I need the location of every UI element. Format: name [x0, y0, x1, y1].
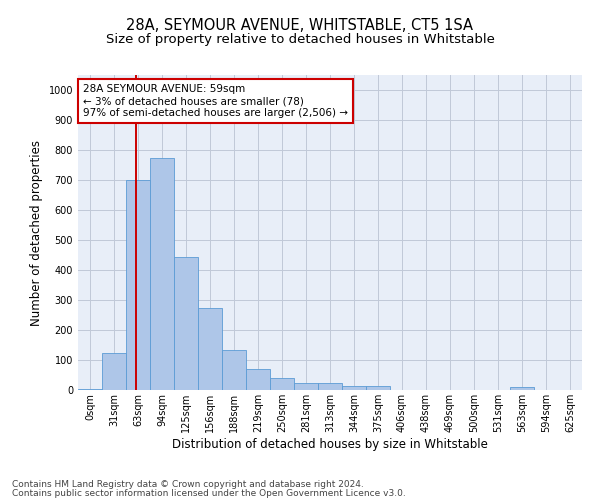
Bar: [222, 350, 246, 390]
X-axis label: Distribution of detached houses by size in Whitstable: Distribution of detached houses by size …: [172, 438, 488, 450]
Bar: [342, 386, 366, 390]
Bar: [78, 388, 102, 390]
Text: Size of property relative to detached houses in Whitstable: Size of property relative to detached ho…: [106, 32, 494, 46]
Bar: [198, 308, 222, 390]
Bar: [126, 180, 150, 390]
Text: 28A SEYMOUR AVENUE: 59sqm
← 3% of detached houses are smaller (78)
97% of semi-d: 28A SEYMOUR AVENUE: 59sqm ← 3% of detach…: [83, 84, 348, 117]
Text: 28A, SEYMOUR AVENUE, WHITSTABLE, CT5 1SA: 28A, SEYMOUR AVENUE, WHITSTABLE, CT5 1SA: [127, 18, 473, 32]
Bar: [510, 387, 534, 390]
Bar: [294, 382, 318, 390]
Bar: [246, 369, 270, 390]
Bar: [318, 382, 342, 390]
Y-axis label: Number of detached properties: Number of detached properties: [30, 140, 43, 326]
Bar: [102, 352, 126, 390]
Bar: [366, 386, 390, 390]
Text: Contains HM Land Registry data © Crown copyright and database right 2024.: Contains HM Land Registry data © Crown c…: [12, 480, 364, 489]
Bar: [150, 158, 174, 390]
Text: Contains public sector information licensed under the Open Government Licence v3: Contains public sector information licen…: [12, 488, 406, 498]
Bar: [270, 378, 294, 390]
Bar: [174, 256, 198, 390]
